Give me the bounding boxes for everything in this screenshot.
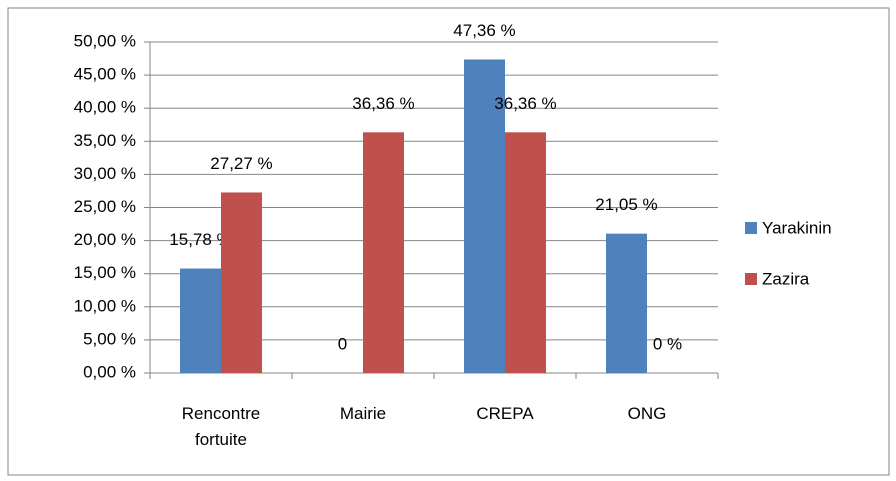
bar [363,132,404,373]
y-tick-label: 25,00 % [74,197,136,216]
data-label: 21,05 % [595,195,657,214]
data-label: 0 [338,334,347,353]
bar [180,268,221,373]
y-tick-label: 10,00 % [74,296,136,315]
y-tick-label: 35,00 % [74,131,136,150]
y-tick-label: 30,00 % [74,164,136,183]
x-tick-label: ONG [627,404,667,423]
data-label: 0 % [653,334,682,353]
y-tick-label: 15,00 % [74,263,136,282]
y-tick-label: 5,00 % [83,329,136,348]
data-label: 15,78 % [169,230,231,249]
y-tick-label: 20,00 % [74,230,136,249]
data-label: 36,36 % [352,94,414,113]
legend-swatch [745,222,757,234]
bar [606,233,647,373]
x-tick-label: Rencontre fortuite [181,404,261,449]
data-label: 27,27 % [210,154,272,173]
y-tick-label: 40,00 % [74,98,136,117]
chart-border [7,7,890,476]
y-tick-label: 45,00 % [74,65,136,84]
x-tick-label: CREPA [476,404,534,423]
data-label: 36,36 % [494,94,556,113]
x-tick-label: Mairie [339,404,387,423]
data-label: 47,36 % [453,21,515,40]
bar [505,132,546,373]
y-tick-label: 50,00 % [74,31,136,50]
y-tick-label: 0,00 % [83,362,136,381]
legend-swatch [745,273,757,285]
legend-label: Yarakinin [762,218,832,237]
bar [221,192,262,373]
legend-label: Zazira [762,269,810,288]
bar [464,59,505,373]
